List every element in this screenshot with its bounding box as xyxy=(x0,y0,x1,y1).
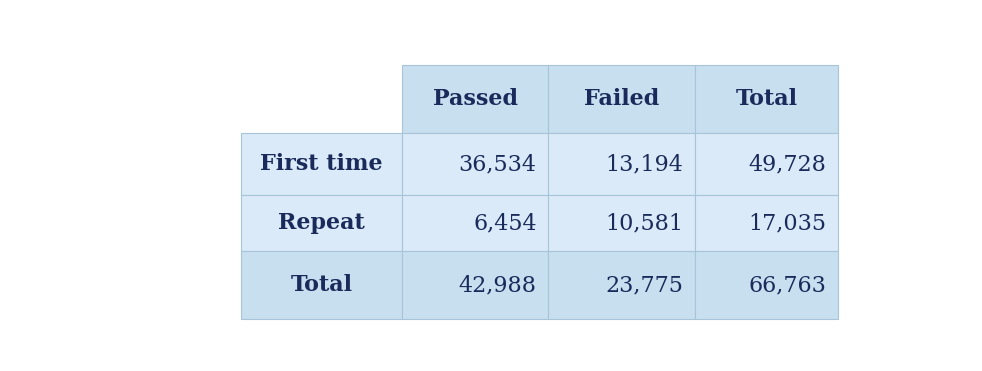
Bar xyxy=(694,133,838,196)
Text: Repeat: Repeat xyxy=(278,213,364,234)
Bar xyxy=(402,196,548,252)
Text: 6,454: 6,454 xyxy=(473,213,537,234)
Bar xyxy=(548,133,694,196)
Text: 42,988: 42,988 xyxy=(459,274,537,296)
Bar xyxy=(241,133,402,196)
Text: Total: Total xyxy=(291,274,353,296)
Text: 10,581: 10,581 xyxy=(605,213,683,234)
Text: Failed: Failed xyxy=(584,88,659,110)
Bar xyxy=(694,196,838,252)
Bar xyxy=(402,133,548,196)
Bar xyxy=(548,252,694,319)
Text: Passed: Passed xyxy=(433,88,518,110)
Bar xyxy=(548,196,694,252)
Text: 49,728: 49,728 xyxy=(749,153,827,175)
Bar xyxy=(694,252,838,319)
Text: 17,035: 17,035 xyxy=(748,213,827,234)
Text: 13,194: 13,194 xyxy=(605,153,683,175)
Bar xyxy=(402,65,548,133)
Text: 36,534: 36,534 xyxy=(459,153,537,175)
Bar xyxy=(548,65,694,133)
Bar xyxy=(694,65,838,133)
Text: Total: Total xyxy=(736,88,797,110)
Text: 66,763: 66,763 xyxy=(749,274,827,296)
Bar xyxy=(241,196,402,252)
Bar xyxy=(241,65,402,133)
Text: 23,775: 23,775 xyxy=(605,274,683,296)
Bar xyxy=(241,252,402,319)
Text: First time: First time xyxy=(260,153,383,175)
Bar xyxy=(402,252,548,319)
